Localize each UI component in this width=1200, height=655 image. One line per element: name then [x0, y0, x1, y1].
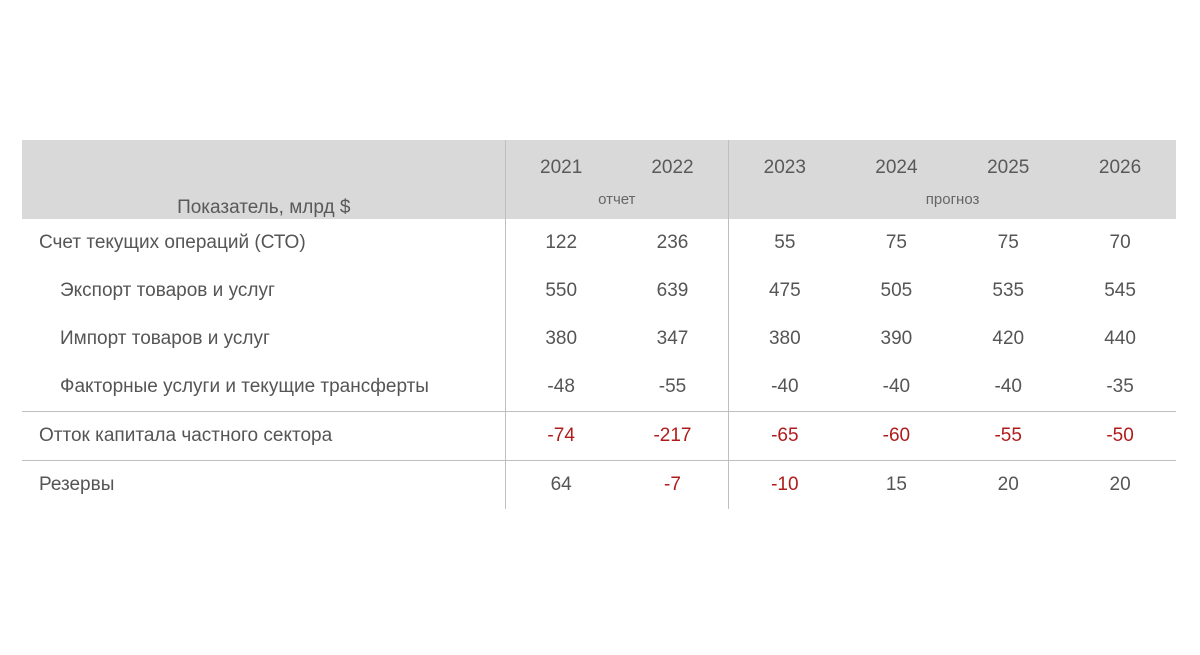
header-groups-row: отчет прогноз — [22, 179, 1176, 219]
cell: -35 — [1106, 376, 1134, 397]
row-label: Факторные услуги и текущие трансферты — [60, 376, 429, 397]
row-label: Импорт товаров и услуг — [60, 328, 270, 349]
table-row: Экспорт товаров и услуг 550 639 475 505 … — [22, 267, 1176, 315]
cell: -60 — [840, 411, 953, 461]
cell: -40 — [994, 376, 1022, 397]
cell: 75 — [997, 232, 1019, 253]
cell: 475 — [728, 267, 841, 315]
table-row: Отток капитала частного сектора -74 -217… — [22, 411, 1176, 461]
year-2025: 2025 — [952, 140, 1065, 179]
group-forecast: прогноз — [728, 179, 1176, 219]
group-report: отчет — [504, 179, 729, 219]
cell: -55 — [658, 376, 687, 397]
table-row: Факторные услуги и текущие трансферты -4… — [22, 363, 1176, 412]
cell: 64 — [504, 460, 617, 509]
cell: 639 — [656, 280, 689, 301]
cell: 75 — [885, 232, 907, 253]
year-2022: 2022 — [616, 140, 729, 179]
table-row: Резервы 64 -7 -10 15 20 20 — [22, 460, 1176, 509]
cell: 505 — [880, 280, 913, 301]
balance-table: Показатель, млрд $ 2021 2022 2023 2024 2… — [22, 140, 1176, 509]
cell: -50 — [1064, 411, 1176, 461]
cell: 535 — [992, 280, 1025, 301]
cell: -48 — [504, 363, 617, 412]
balance-table-container: Показатель, млрд $ 2021 2022 2023 2024 2… — [22, 140, 1176, 509]
cell: -7 — [616, 460, 729, 509]
cell: -10 — [728, 460, 841, 509]
cell: 550 — [504, 267, 617, 315]
year-2021: 2021 — [504, 140, 617, 179]
cell: 420 — [992, 328, 1025, 349]
table-row: Импорт товаров и услуг 380 347 380 390 4… — [22, 315, 1176, 363]
cell: 70 — [1109, 232, 1131, 253]
cell: -74 — [504, 411, 617, 461]
cell: 15 — [840, 460, 953, 509]
row-label: Отток капитала частного сектора — [22, 411, 505, 461]
cell: 20 — [952, 460, 1065, 509]
cell: 390 — [880, 328, 913, 349]
header-years-row: Показатель, млрд $ 2021 2022 2023 2024 2… — [22, 140, 1176, 219]
cell: 380 — [728, 315, 841, 363]
cell: 545 — [1104, 280, 1136, 301]
cell: -65 — [728, 411, 841, 461]
cell: -217 — [616, 411, 729, 461]
cell: 380 — [504, 315, 617, 363]
cell: 122 — [504, 219, 617, 267]
year-2026: 2026 — [1064, 140, 1176, 179]
cell: 236 — [656, 232, 689, 253]
cell: 347 — [656, 328, 689, 349]
cell: 55 — [728, 219, 841, 267]
year-2024: 2024 — [840, 140, 953, 179]
cell: -40 — [882, 376, 911, 397]
cell: 20 — [1064, 460, 1176, 509]
cell: -55 — [952, 411, 1065, 461]
row-label: Экспорт товаров и услуг — [60, 280, 275, 301]
row-label: Резервы — [22, 460, 505, 509]
cell: -40 — [728, 363, 841, 412]
row-label: Счет текущих операций (СТО) — [39, 232, 306, 253]
year-2023: 2023 — [728, 140, 841, 179]
cell: 440 — [1104, 328, 1136, 349]
header-indicator-label: Показатель, млрд $ — [22, 140, 505, 219]
table-row: Счет текущих операций (СТО) 122 236 55 7… — [22, 219, 1176, 267]
